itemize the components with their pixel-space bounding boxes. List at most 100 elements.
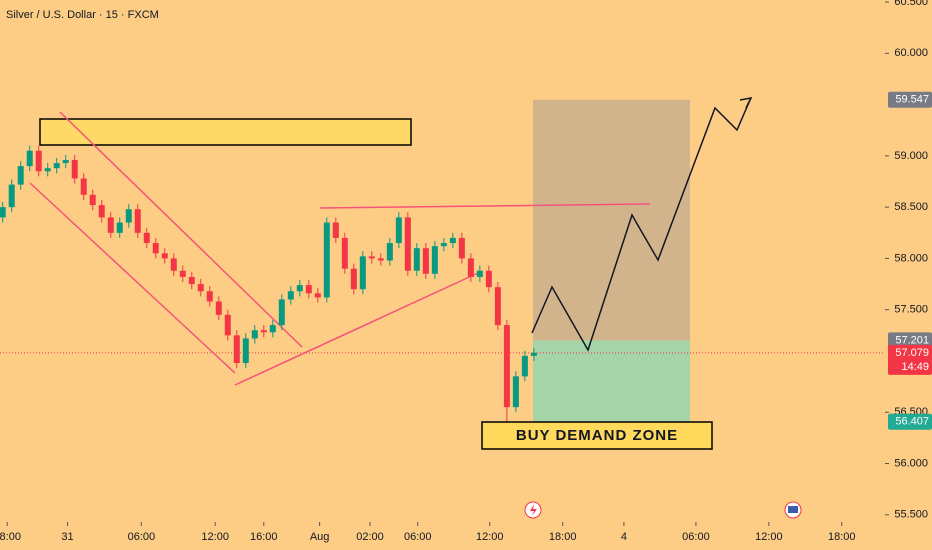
x-tick-label: 12:00 — [201, 531, 229, 543]
x-tick-label: 12:00 — [755, 531, 783, 543]
price-badge-label: 57.201 — [895, 334, 929, 346]
candle-body — [206, 291, 213, 302]
projection-path — [531, 99, 751, 352]
candle-body — [62, 159, 69, 164]
price-badge-label: 56.407 — [895, 416, 929, 428]
price-badge-label: 57.079 — [895, 347, 929, 359]
price-badge — [888, 344, 932, 375]
candle-body — [179, 270, 186, 277]
x-tick-label: 4 — [621, 531, 627, 543]
y-tick-label: 56.000 — [894, 457, 928, 469]
neckline — [319, 203, 651, 209]
y-tick-label: 55.500 — [894, 509, 928, 521]
projection-arrow — [739, 96, 753, 109]
candle-body — [521, 355, 528, 377]
candle-body — [125, 209, 132, 223]
x-tick-label: 18:00 — [828, 531, 856, 543]
candle-body — [503, 325, 510, 408]
candle-body — [215, 301, 222, 315]
chart-title: Silver / U.S. Dollar · 15 · FXCM — [6, 9, 159, 21]
y-tick-label: 58.000 — [894, 252, 928, 264]
candle-body — [44, 168, 51, 172]
candle-body — [0, 207, 6, 218]
candle-body — [278, 299, 285, 326]
candle-body — [395, 217, 402, 244]
x-tick-label: Aug — [310, 531, 330, 543]
candle-body — [242, 338, 249, 364]
channel-upper — [59, 111, 303, 348]
trend-lines — [29, 111, 651, 386]
x-tick-label: 02:00 — [356, 531, 384, 543]
x-tick-label: 31 — [61, 531, 73, 543]
candle-body — [224, 314, 231, 336]
candle-body — [440, 243, 447, 247]
candle-body — [26, 150, 33, 167]
candle-body — [233, 335, 240, 364]
candle-body — [143, 232, 150, 244]
countdown-label: 14:49 — [901, 361, 929, 373]
candle-body — [188, 276, 195, 285]
candle-body — [449, 237, 456, 244]
candle-body — [530, 352, 537, 356]
candle-body — [53, 163, 60, 169]
candle-body — [89, 194, 96, 206]
candle-body — [341, 237, 348, 269]
price-badge-label: 59.547 — [895, 94, 929, 106]
price-badge — [888, 91, 932, 108]
candle-body — [377, 258, 384, 261]
candle-body — [8, 184, 15, 208]
candle-body — [251, 330, 258, 339]
price-badge — [888, 332, 932, 349]
y-tick-label: 60.500 — [894, 0, 928, 8]
candle-body — [386, 243, 393, 261]
candle-body — [107, 217, 114, 233]
candle-body — [494, 287, 501, 326]
candle-body — [422, 248, 429, 274]
resistance-zone — [39, 118, 412, 146]
candle-body — [404, 217, 411, 271]
demand-zone-box — [481, 421, 713, 450]
channel-lower — [29, 182, 236, 374]
candle-body — [35, 150, 42, 172]
candle-body — [359, 256, 366, 290]
candle-body — [80, 178, 87, 195]
candle-body — [98, 205, 105, 218]
x-tick-label: 12:00 — [476, 531, 504, 543]
y-tick-label: 57.500 — [894, 304, 928, 316]
candle-body — [476, 270, 483, 277]
candle-body — [71, 159, 78, 179]
candle-body — [116, 222, 123, 233]
candle-body — [332, 222, 339, 238]
y-tick-label: 60.000 — [894, 47, 928, 59]
y-tick-label: 58.500 — [894, 201, 928, 213]
candle-body — [350, 268, 357, 290]
x-tick-label: 18:00 — [0, 531, 21, 543]
candle-body — [161, 253, 168, 259]
x-tick-label: 06:00 — [682, 531, 710, 543]
candle-body — [296, 285, 303, 292]
candle-body — [368, 256, 375, 259]
candle-body — [323, 222, 330, 298]
candle-body — [197, 284, 204, 292]
x-tick-label: 06:00 — [128, 531, 156, 543]
candle-body — [152, 243, 159, 254]
candle-body — [134, 209, 141, 233]
candle-body — [305, 285, 312, 294]
support-line — [234, 272, 479, 386]
profit-zone — [533, 99, 690, 341]
candle-body — [512, 376, 519, 408]
candle-body — [467, 258, 474, 277]
candle-body — [269, 325, 276, 333]
candle-body — [431, 246, 438, 274]
candle-body — [17, 166, 24, 185]
y-tick-label: 59.000 — [894, 150, 928, 162]
stop-zone — [533, 340, 690, 422]
price-badge — [888, 413, 932, 430]
flag-body — [788, 506, 798, 513]
candle-body — [314, 293, 321, 298]
candle-body — [485, 270, 492, 288]
candle-body — [260, 330, 267, 333]
candle-body — [413, 248, 420, 271]
x-tick-label: 06:00 — [404, 531, 432, 543]
